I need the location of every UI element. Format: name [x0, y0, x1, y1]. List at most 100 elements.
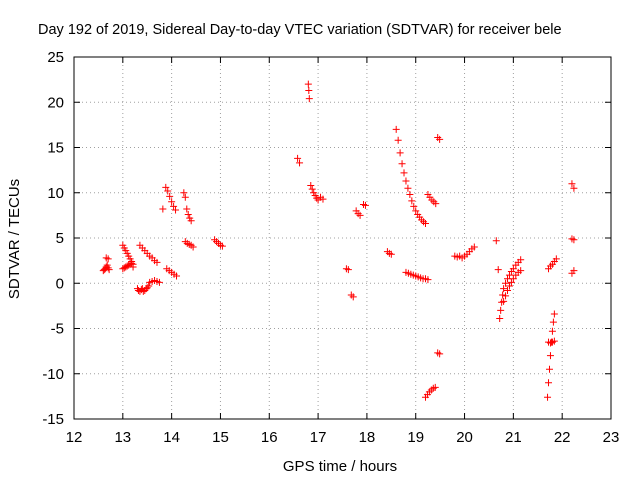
- data-point: [398, 160, 406, 168]
- data-point: [296, 159, 304, 167]
- data-point: [517, 256, 525, 264]
- data-point: [155, 278, 163, 286]
- data-point: [356, 211, 364, 219]
- data-point: [509, 265, 517, 273]
- data-point: [183, 205, 191, 213]
- data-point: [319, 195, 327, 203]
- data-point: [168, 198, 176, 206]
- y-axis-label: SDTVAR / TECUs: [6, 179, 23, 299]
- data-point: [305, 95, 313, 103]
- data-point: [546, 352, 554, 360]
- data-point: [497, 306, 505, 314]
- data-point: [305, 86, 313, 94]
- data-point: [104, 264, 112, 272]
- y-tick-label: 5: [56, 230, 64, 247]
- data-point: [361, 201, 369, 209]
- y-tick-labels: -15 -10 -5 0 5 10 15 20 25: [42, 49, 64, 428]
- y-tick-label: 15: [47, 140, 64, 157]
- data-point: [181, 193, 189, 201]
- data-point: [552, 255, 560, 263]
- x-tick-label: 20: [456, 429, 473, 446]
- data-marks: [99, 80, 578, 401]
- data-point: [128, 259, 136, 267]
- data-point: [349, 293, 357, 301]
- data-point: [500, 285, 508, 293]
- data-point: [125, 261, 133, 269]
- data-point: [496, 315, 504, 323]
- x-tick-label: 22: [554, 429, 571, 446]
- x-tick-labels: 12 13 14 15 16 17 18 19 20 21 22 23: [66, 429, 620, 446]
- y-tick-label: 20: [47, 94, 64, 111]
- data-point: [159, 205, 167, 213]
- data-point: [313, 194, 321, 202]
- x-tick-label: 14: [163, 429, 180, 446]
- plot-frame: [73, 56, 612, 420]
- data-point: [500, 297, 508, 305]
- y-tick-label: -10: [42, 366, 64, 383]
- x-axis-label: GPS time / hours: [283, 458, 397, 475]
- data-point: [122, 263, 130, 271]
- data-point: [548, 327, 556, 335]
- data-point: [550, 310, 558, 318]
- data-point: [502, 279, 510, 287]
- data-point: [153, 258, 161, 266]
- data-point: [184, 210, 192, 218]
- data-point: [119, 265, 127, 273]
- data-point: [164, 187, 172, 195]
- data-point: [431, 383, 439, 391]
- data-point: [387, 250, 395, 258]
- x-tick-label: 23: [603, 429, 620, 446]
- data-point: [400, 169, 408, 177]
- x-tick-label: 13: [114, 429, 131, 446]
- data-point: [545, 365, 553, 373]
- data-point: [421, 220, 429, 228]
- x-tick-label: 15: [212, 429, 229, 446]
- data-point: [173, 272, 181, 280]
- data-point: [307, 182, 315, 190]
- chart-title: Day 192 of 2019, Sidereal Day-to-day VTE…: [38, 22, 562, 38]
- y-tick-label: 10: [47, 185, 64, 202]
- data-point: [162, 183, 170, 191]
- data-point: [505, 282, 513, 290]
- x-tick-label: 16: [261, 429, 278, 446]
- data-point: [105, 266, 113, 274]
- data-point: [570, 267, 578, 275]
- data-point: [432, 200, 440, 208]
- data-point: [412, 207, 420, 215]
- data-point: [396, 149, 404, 157]
- data-point: [145, 282, 153, 290]
- data-point: [172, 206, 180, 214]
- data-point: [509, 275, 517, 283]
- data-point: [166, 192, 174, 200]
- data-point: [394, 136, 402, 144]
- data-point: [134, 286, 142, 294]
- y-tick-label: 25: [47, 49, 64, 66]
- data-point: [502, 292, 510, 300]
- data-point: [187, 217, 195, 225]
- data-point: [568, 180, 576, 188]
- y-tick-label: -5: [51, 321, 64, 338]
- y-tick-label: -15: [42, 411, 64, 428]
- data-point: [504, 275, 512, 283]
- data-point: [344, 266, 352, 274]
- data-point: [499, 291, 507, 299]
- data-point: [544, 393, 552, 401]
- data-point: [549, 318, 557, 326]
- data-point: [120, 264, 128, 272]
- data-point: [304, 80, 312, 88]
- data-point: [402, 177, 410, 185]
- data-point: [545, 379, 553, 387]
- data-point: [436, 135, 444, 143]
- data-point: [123, 262, 131, 270]
- data-point: [410, 202, 418, 210]
- data-point: [104, 255, 112, 263]
- data-point: [550, 337, 558, 345]
- data-point: [129, 263, 137, 271]
- data-point: [101, 265, 109, 273]
- data-point: [494, 266, 502, 274]
- grid-layer: [74, 57, 611, 419]
- data-point: [505, 271, 513, 279]
- data-point: [570, 236, 578, 244]
- data-point: [189, 243, 197, 251]
